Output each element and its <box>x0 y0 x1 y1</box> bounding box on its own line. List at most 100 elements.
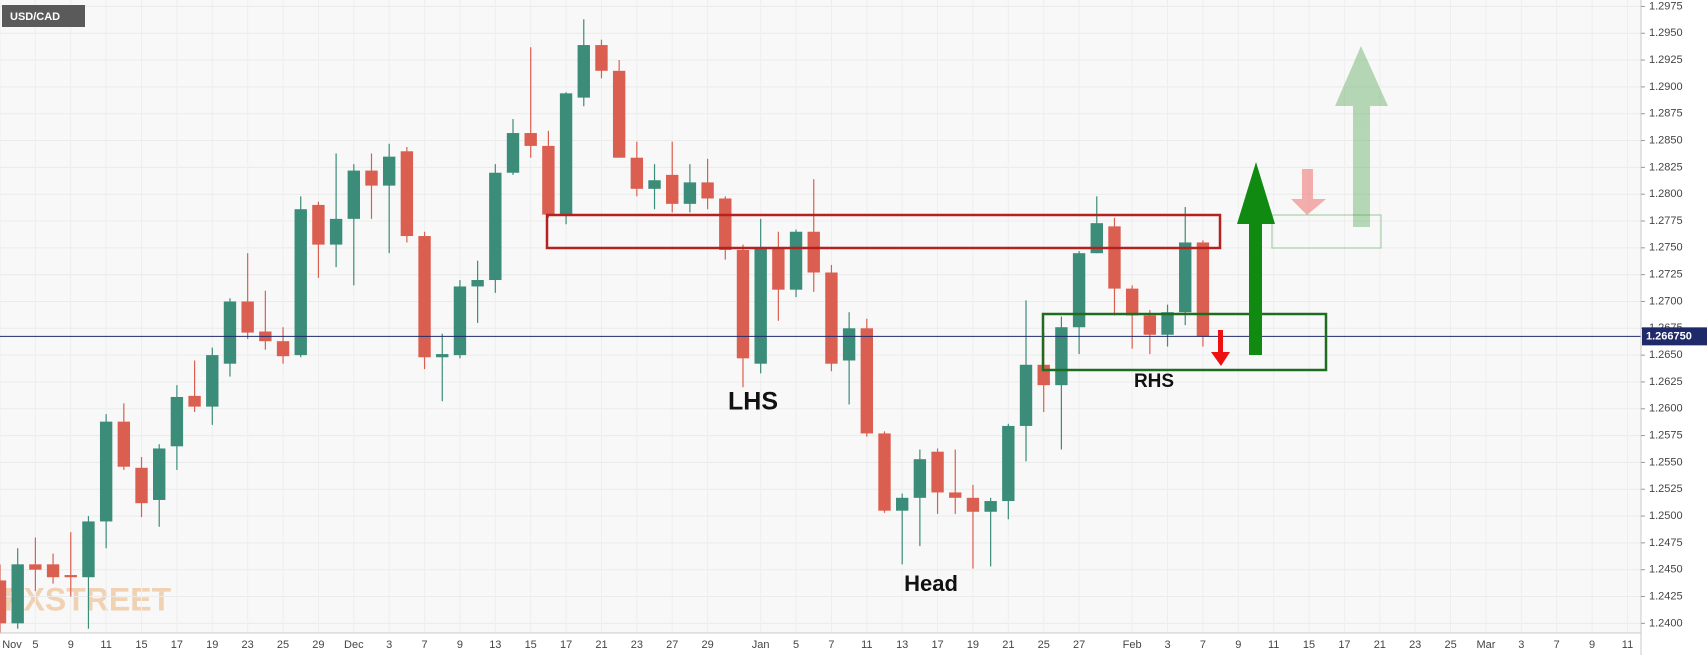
candle-body <box>241 301 254 333</box>
x-tick-label: 5 <box>793 639 799 651</box>
candle-body <box>807 231 820 273</box>
candle-body <box>436 354 449 358</box>
candle-body <box>931 451 944 493</box>
y-tick-label: 1.2450 <box>1649 564 1683 576</box>
y-tick-label: 1.2850 <box>1649 134 1683 146</box>
candle-body <box>595 45 608 71</box>
x-tick-label: 11 <box>1622 639 1633 651</box>
x-tick-label: 29 <box>701 639 713 651</box>
support-zone <box>1041 312 1328 372</box>
y-tick-label: 1.2575 <box>1649 429 1683 441</box>
candle-body <box>524 133 537 146</box>
candle-body <box>188 395 201 407</box>
candles <box>0 19 1641 635</box>
x-tick-label: 9 <box>1589 639 1595 651</box>
x-tick-label: 11 <box>861 639 872 651</box>
candle-body <box>842 328 856 361</box>
x-tick-label: 9 <box>1235 639 1241 651</box>
candle-body <box>153 448 166 500</box>
y-tick-label: 1.2400 <box>1649 617 1683 629</box>
candle-body <box>206 355 219 407</box>
y-tick-label: 1.2975 <box>1649 0 1683 12</box>
x-tick-label: 21 <box>1002 639 1014 651</box>
candle-body <box>612 70 626 158</box>
candle-body <box>666 174 679 204</box>
candle-body <box>860 328 874 434</box>
x-tick-label: 7 <box>421 639 427 651</box>
y-tick-label: 1.2825 <box>1649 161 1683 173</box>
candle-body <box>966 497 980 512</box>
x-tick-label: 13 <box>489 639 501 651</box>
x-tick-label: Feb <box>1123 639 1142 651</box>
y-tick-label: 1.2925 <box>1649 54 1683 66</box>
candle-body <box>1108 226 1121 289</box>
y-tick-label: 1.2425 <box>1649 590 1683 602</box>
y-tick-label: 1.2750 <box>1649 242 1683 254</box>
x-tick-label: 3 <box>386 639 392 651</box>
candle-body <box>64 575 77 578</box>
candle-body <box>789 231 803 290</box>
candle-body <box>719 198 732 250</box>
y-tick-label: 1.2475 <box>1649 537 1683 549</box>
candle-body <box>489 172 502 281</box>
candle-body <box>347 170 360 219</box>
grid <box>0 5 1641 624</box>
candle-body <box>170 396 184 447</box>
x-tick-label: 7 <box>1200 639 1206 651</box>
x-tick-label: 25 <box>277 639 289 651</box>
x-tick-label: 17 <box>560 639 572 651</box>
time-axis-background <box>0 633 1641 655</box>
candle-body <box>1179 242 1192 313</box>
x-tick-label: 13 <box>896 639 908 651</box>
watermark: FXSTREET <box>4 581 172 617</box>
candle-body <box>949 492 962 498</box>
candle-body <box>0 580 7 624</box>
x-tick-label: 7 <box>828 639 834 651</box>
x-tick-label: 9 <box>68 639 74 651</box>
target-zone <box>1271 214 1382 249</box>
x-tick-label: 3 <box>1164 639 1170 651</box>
y-tick-label: 1.2725 <box>1649 269 1683 281</box>
last-price-label: 1.266750 <box>1646 330 1692 342</box>
x-tick-label: 11 <box>100 639 111 651</box>
last-price-badge <box>1642 327 1707 346</box>
candle-body <box>542 145 555 215</box>
candle-body <box>329 218 343 245</box>
candle-body <box>895 497 909 511</box>
x-tick-label: 15 <box>1303 639 1315 651</box>
candle-body <box>223 301 237 364</box>
symbol-badge <box>2 5 85 27</box>
x-tick-label: 15 <box>135 639 147 651</box>
candle-body <box>630 157 644 189</box>
x-tick-label: 9 <box>457 639 463 651</box>
candle-body <box>683 182 697 204</box>
y-tick-label: 1.2900 <box>1649 81 1683 93</box>
x-tick-label: 17 <box>1338 639 1350 651</box>
candle-body <box>1143 315 1157 335</box>
x-tick-label: 5 <box>32 639 38 651</box>
y-tick-label: 1.2650 <box>1649 349 1683 361</box>
candle-body <box>772 248 785 290</box>
candle-body <box>294 209 307 356</box>
y-tick-label: 1.2525 <box>1649 483 1683 495</box>
candle-body <box>400 151 414 237</box>
candle-body <box>754 248 767 364</box>
candle-body <box>453 286 467 356</box>
candle-body <box>825 272 838 364</box>
x-tick-label: Nov <box>2 639 22 651</box>
x-tick-label: 3 <box>1518 639 1524 651</box>
candle-body <box>559 93 573 215</box>
y-tick-label: 1.2550 <box>1649 456 1683 468</box>
x-tick-label: 27 <box>666 639 678 651</box>
candle-body <box>878 433 891 511</box>
candle-body <box>46 564 60 578</box>
x-tick-label: 21 <box>595 639 607 651</box>
candle-body <box>312 204 325 245</box>
x-tick-label: Jan <box>752 639 770 651</box>
x-tick-label: 25 <box>1038 639 1050 651</box>
x-tick-label: 17 <box>171 639 183 651</box>
x-tick-label: Mar <box>1476 639 1495 651</box>
candle-body <box>736 249 750 359</box>
